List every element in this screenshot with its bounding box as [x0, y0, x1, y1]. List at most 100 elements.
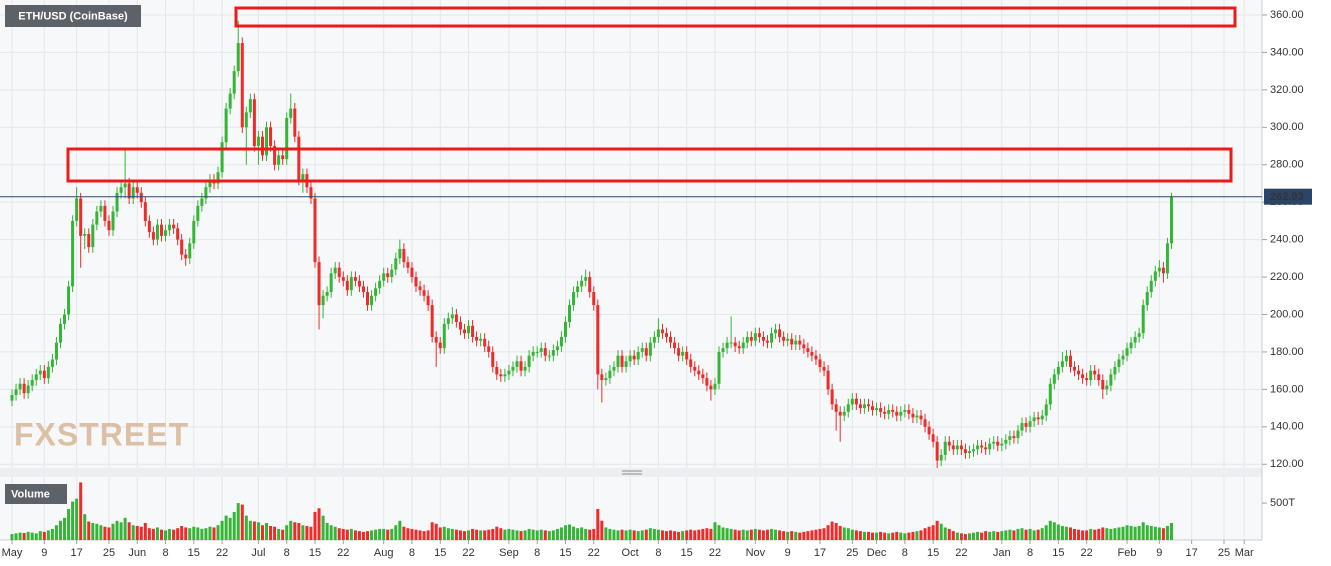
volume-bar: [180, 525, 184, 540]
candle-body: [935, 441, 939, 461]
volume-bar: [911, 531, 915, 540]
volume-bar: [531, 529, 535, 540]
volume-bar: [208, 526, 212, 540]
volume-bar: [483, 530, 487, 540]
volume-bar: [814, 529, 818, 540]
candle-body: [596, 305, 600, 375]
candle-body: [277, 155, 281, 165]
candle-body: [111, 211, 115, 231]
volume-bar: [176, 528, 180, 540]
volume-bar: [168, 528, 172, 540]
volume-bar: [733, 529, 737, 540]
x-tick-label: 22: [1081, 547, 1093, 559]
candle-body: [374, 288, 378, 296]
candle-body: [555, 346, 559, 351]
x-tick-label: 15: [559, 547, 571, 559]
candle-body: [547, 355, 551, 357]
volume-bar: [111, 523, 115, 540]
candle-body: [483, 338, 487, 347]
candle-body: [786, 338, 790, 341]
candle-body: [285, 117, 289, 160]
volume-bar: [79, 482, 83, 540]
candle-body: [681, 351, 685, 356]
x-tick-label: 8: [902, 547, 908, 559]
candle-body: [1073, 366, 1077, 371]
candle-body: [834, 404, 838, 412]
x-tick-label: 8: [162, 547, 168, 559]
candle-body: [632, 355, 636, 360]
candle-body: [394, 258, 398, 270]
candle-body: [95, 211, 99, 225]
panel-divider[interactable]: [0, 468, 1262, 477]
volume-bar: [782, 531, 786, 540]
volume-bar: [1137, 525, 1141, 540]
volume-bar: [135, 525, 139, 540]
candle-body: [115, 192, 119, 212]
volume-bar: [366, 531, 370, 540]
volume-bar: [507, 528, 511, 540]
candle-body: [887, 409, 891, 414]
candle-body: [196, 205, 200, 221]
candle-body: [1169, 196, 1173, 244]
candle-body: [370, 295, 374, 306]
candle-body: [757, 333, 761, 337]
x-tick-label: 9: [1156, 547, 1162, 559]
x-tick-label: Jan: [993, 547, 1011, 559]
candle-body: [725, 342, 729, 349]
candle-body: [955, 445, 959, 450]
volume-bar: [139, 526, 143, 540]
volume-bar: [907, 532, 911, 540]
x-tick-label: Jul: [251, 547, 265, 559]
volume-bar: [434, 523, 438, 540]
candle-body: [390, 269, 394, 278]
candle-body: [1117, 359, 1121, 367]
volume-bar: [349, 528, 353, 540]
candle-body: [612, 366, 616, 371]
candle-body: [511, 366, 515, 371]
volume-bar: [604, 527, 608, 540]
last-price-label: 262.93: [1270, 191, 1304, 203]
volume-bar: [935, 520, 939, 540]
volume-bar: [854, 530, 858, 540]
volume-bar: [737, 530, 741, 540]
volume-bar: [927, 526, 931, 540]
x-tick-label: Jun: [128, 547, 146, 559]
x-tick-label: 8: [409, 547, 415, 559]
candle-body: [927, 426, 931, 435]
volume-bar: [58, 520, 62, 540]
chart-title: ETH/USD (CoinBase): [18, 10, 128, 22]
volume-bar: [143, 523, 147, 540]
volume-bar: [592, 528, 596, 540]
volume-bar: [232, 511, 236, 540]
candle-body: [963, 449, 967, 454]
volume-bar: [200, 528, 204, 540]
candle-body: [1028, 421, 1032, 427]
candle-body: [1161, 267, 1165, 274]
candle-body: [1016, 430, 1020, 439]
candle-body: [172, 224, 176, 229]
volume-bar: [382, 528, 386, 540]
candle-body: [188, 243, 192, 259]
candle-body: [802, 344, 806, 349]
x-tick-label: 22: [462, 547, 474, 559]
volume-bar: [1064, 526, 1068, 540]
candle-body: [1012, 436, 1016, 439]
volume-bar: [224, 515, 228, 540]
candle-body: [192, 220, 196, 244]
candle-body: [236, 43, 240, 72]
candle-body: [753, 333, 757, 341]
volume-bar: [1052, 522, 1056, 540]
volume-bar: [398, 520, 402, 540]
volume-bar: [446, 528, 450, 540]
candle-body: [71, 220, 75, 287]
candle-body: [515, 361, 519, 367]
candle-body: [438, 342, 442, 349]
candle-body: [475, 336, 479, 341]
volume-bar: [63, 517, 67, 540]
volume-bar: [1012, 530, 1016, 540]
volume-bar: [1141, 522, 1145, 540]
volume-bar: [563, 525, 567, 540]
candle-body: [1081, 374, 1085, 379]
volume-bar: [1105, 528, 1109, 540]
candle-body: [378, 280, 382, 289]
